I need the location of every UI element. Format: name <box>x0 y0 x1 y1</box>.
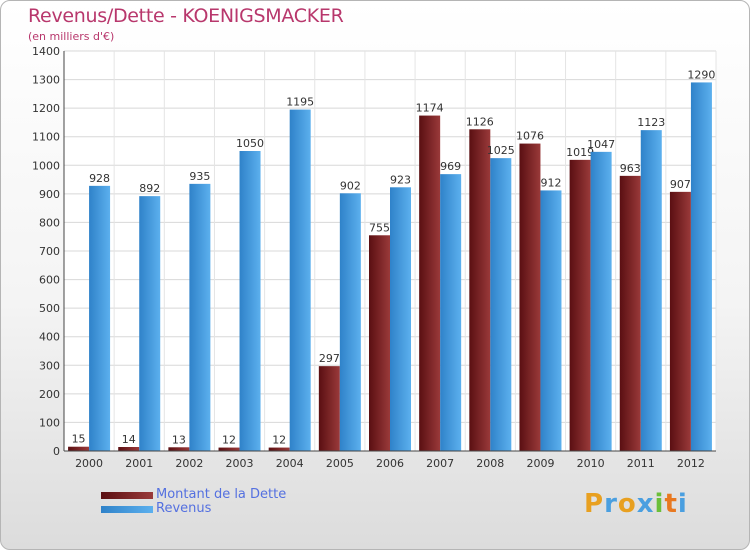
bar-revenus <box>490 158 512 451</box>
legend-item-revenus: Revenus <box>101 502 286 516</box>
x-tick-label: 2002 <box>175 457 203 470</box>
chart-title: Revenus/Dette - KOENIGSMACKER <box>28 5 344 27</box>
x-tick-label: 2012 <box>677 457 705 470</box>
logo-letter: x <box>636 489 655 519</box>
data-label: 297 <box>319 352 340 365</box>
bar-revenus <box>390 187 411 452</box>
data-label: 892 <box>139 182 160 195</box>
bar-revenus <box>540 190 562 451</box>
x-tick-label: 2009 <box>526 457 554 470</box>
data-label: 755 <box>369 221 390 234</box>
bar-revenus <box>690 82 712 451</box>
data-label: 907 <box>670 178 691 191</box>
bar-dette <box>168 447 190 451</box>
data-label: 1290 <box>687 68 715 81</box>
y-tick-label: 1400 <box>32 45 60 58</box>
proxiti-logo: Proxiti <box>584 489 688 519</box>
logo-letter: P <box>584 489 605 519</box>
chart-subtitle: (en milliers d'€) <box>28 30 115 43</box>
data-label: 923 <box>390 173 411 186</box>
data-label: 12 <box>272 434 286 447</box>
x-tick-label: 2001 <box>125 457 153 470</box>
data-label: 12 <box>222 434 236 447</box>
y-tick-label: 800 <box>39 216 60 229</box>
data-label: 15 <box>72 433 86 446</box>
bar-dette <box>318 366 340 451</box>
x-tick-label: 2004 <box>276 457 304 470</box>
bar-dette <box>118 447 140 451</box>
y-tick-label: 600 <box>39 274 60 287</box>
bar-dette <box>569 159 591 451</box>
logo-letter: i <box>677 489 688 519</box>
bar-revenus <box>289 109 311 452</box>
bar-revenus <box>440 174 462 451</box>
x-tick-label: 2003 <box>226 457 254 470</box>
data-label: 1076 <box>516 130 544 143</box>
x-tick-label: 2000 <box>75 457 103 470</box>
x-tick-label: 2005 <box>326 457 354 470</box>
y-tick-label: 1100 <box>32 131 60 144</box>
bar-dette <box>268 447 290 451</box>
legend-label-dette: Montant de la Dette <box>156 487 287 502</box>
bar-revenus <box>139 196 161 451</box>
data-label: 1123 <box>637 116 665 129</box>
x-tick-label: 2011 <box>627 457 655 470</box>
legend: Montant de la Dette Revenus <box>101 488 286 516</box>
y-tick-label: 200 <box>39 388 60 401</box>
x-tick-label: 2007 <box>426 457 454 470</box>
bar-dette <box>419 115 441 452</box>
y-tick-label: 300 <box>39 359 60 372</box>
data-label: 912 <box>540 176 561 189</box>
data-label: 928 <box>89 172 110 185</box>
logo-letter: o <box>617 489 637 519</box>
bar-revenus <box>640 130 662 451</box>
data-label: 935 <box>189 170 210 183</box>
data-label: 14 <box>122 433 136 446</box>
data-label: 1050 <box>236 137 264 150</box>
y-tick-label: 1300 <box>32 74 60 87</box>
bar-dette <box>68 446 90 451</box>
data-label: 902 <box>340 179 361 192</box>
data-label: 963 <box>620 162 641 175</box>
logo-letter: t <box>664 489 678 519</box>
y-tick-label: 400 <box>39 331 60 344</box>
data-label: 1047 <box>587 138 615 151</box>
bar-dette <box>669 191 691 451</box>
data-label: 1126 <box>466 115 494 128</box>
bar-revenus <box>590 151 612 451</box>
data-label: 1025 <box>487 144 515 157</box>
bar-revenus <box>339 193 361 452</box>
y-tick-label: 500 <box>39 302 60 315</box>
bar-revenus <box>189 183 211 451</box>
y-tick-label: 1200 <box>32 102 60 115</box>
bar-dette <box>619 175 641 451</box>
legend-label-revenus: Revenus <box>156 501 212 516</box>
y-tick-label: 100 <box>39 416 60 429</box>
data-label: 13 <box>172 433 186 446</box>
legend-swatch-revenus <box>101 505 153 513</box>
bar-dette <box>218 447 240 451</box>
data-label: 1174 <box>416 102 444 115</box>
y-tick-label: 900 <box>39 188 60 201</box>
logo-letter: i <box>654 489 665 519</box>
y-tick-label: 0 <box>53 445 60 458</box>
data-label: 969 <box>440 160 461 173</box>
bar-dette <box>369 235 390 451</box>
x-tick-label: 2008 <box>476 457 504 470</box>
x-tick-label: 2006 <box>376 457 404 470</box>
y-tick-label: 700 <box>39 245 60 258</box>
legend-item-dette: Montant de la Dette <box>101 488 286 502</box>
bar-dette <box>519 143 541 452</box>
x-tick-label: 2010 <box>577 457 605 470</box>
logo-letter: r <box>604 489 618 519</box>
data-label: 1195 <box>286 96 314 109</box>
data-label: 1019 <box>566 146 594 159</box>
bar-dette <box>469 129 491 452</box>
y-tick-label: 1000 <box>32 159 60 172</box>
legend-swatch-dette <box>101 491 153 499</box>
bar-revenus <box>89 185 111 451</box>
bar-revenus <box>239 151 261 451</box>
